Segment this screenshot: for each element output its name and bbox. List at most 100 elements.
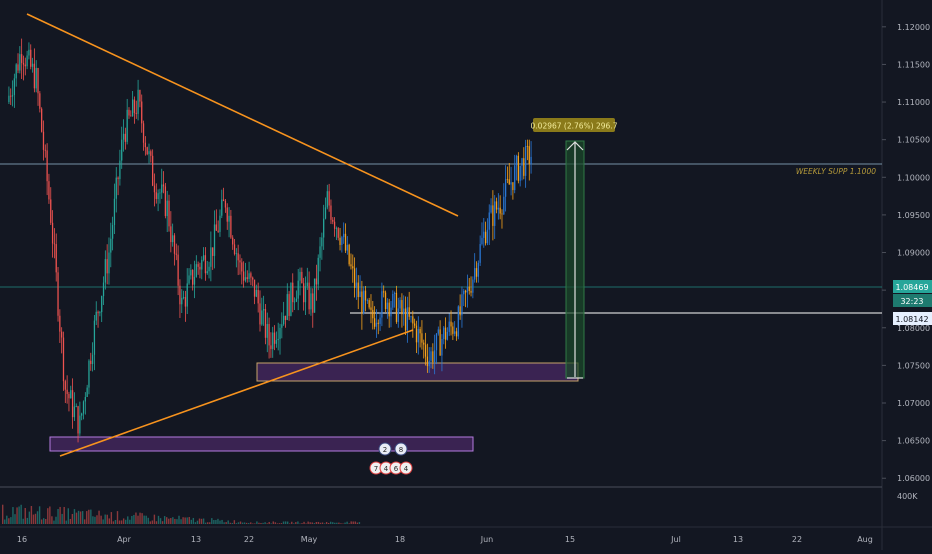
- candle-body: [381, 291, 382, 317]
- volume-bar: [148, 518, 149, 524]
- candle-body: [103, 283, 104, 296]
- candle-body: [369, 300, 370, 307]
- candle-body: [392, 294, 393, 308]
- candle-body: [212, 247, 213, 256]
- candle-body: [338, 228, 339, 238]
- candle-body: [199, 267, 200, 270]
- upper-demand-zone[interactable]: [257, 363, 578, 381]
- candle-body: [307, 283, 308, 286]
- candle-body: [498, 208, 499, 210]
- candle-body: [63, 338, 64, 382]
- candle-body: [54, 243, 55, 244]
- candle-body: [87, 388, 88, 397]
- candle-body: [232, 238, 233, 245]
- candle-body: [197, 264, 198, 267]
- lower-demand-zone[interactable]: [50, 437, 473, 451]
- time-tick-3: 22: [244, 535, 254, 544]
- volume-bar: [18, 506, 19, 524]
- candle-body: [227, 208, 228, 222]
- candle-body: [50, 199, 51, 222]
- time-tick-8: Jul: [670, 535, 681, 544]
- candle-body: [399, 300, 400, 308]
- volume-bar: [252, 523, 253, 524]
- candle-body: [114, 199, 115, 225]
- candle-body: [139, 90, 140, 102]
- candle-body: [110, 239, 111, 253]
- volume-bar: [4, 519, 5, 524]
- candle-body: [489, 212, 490, 229]
- candle-body: [487, 230, 488, 244]
- candle-body: [30, 50, 31, 67]
- volume-bar: [334, 523, 335, 524]
- candle-body: [259, 303, 260, 324]
- candle-body: [292, 283, 293, 302]
- volume-bar: [260, 523, 261, 524]
- time-tick-2: 13: [191, 535, 201, 544]
- volume-bar: [158, 516, 159, 524]
- volume-bar: [55, 517, 56, 524]
- candle-body: [372, 310, 373, 318]
- candle-body: [179, 286, 180, 305]
- volume-bar: [187, 517, 188, 524]
- candle-body: [332, 220, 333, 222]
- volume-bar: [160, 518, 161, 524]
- candle-body: [83, 401, 84, 413]
- candle-body: [379, 318, 380, 324]
- volume-bar: [12, 507, 13, 524]
- candle-body: [425, 345, 426, 357]
- volume-bar: [86, 511, 87, 524]
- candle-body: [385, 293, 386, 309]
- candle-body: [77, 406, 78, 433]
- candle-body: [218, 231, 219, 232]
- volume-bar: [209, 522, 210, 524]
- volume-bar: [166, 517, 167, 524]
- candle-body: [410, 316, 411, 317]
- candle-body: [23, 63, 24, 65]
- candle-body: [403, 309, 404, 315]
- volume-bar: [285, 521, 286, 524]
- candle-body: [145, 143, 146, 147]
- candle-body: [181, 298, 182, 304]
- candle-body: [527, 146, 528, 147]
- candle-body: [509, 179, 510, 184]
- volume-bar: [66, 521, 67, 524]
- candle-body: [72, 390, 73, 417]
- candle-body: [230, 216, 231, 238]
- candle-body: [101, 296, 102, 312]
- volume-bar: [182, 517, 183, 524]
- volume-bar: [195, 522, 196, 524]
- volume-bar: [14, 514, 15, 524]
- price-tick-4: 1.10000: [897, 173, 930, 182]
- volume-bar: [193, 518, 194, 524]
- price-tick-12: 1.06000: [897, 474, 930, 483]
- candle-body: [261, 310, 262, 324]
- volume-bar: [41, 519, 42, 524]
- volume-bar: [330, 522, 331, 524]
- volume-bar: [346, 522, 347, 524]
- candle-body: [236, 253, 237, 254]
- volume-bar: [293, 523, 294, 524]
- candle-body: [96, 312, 97, 321]
- volume-bar: [351, 521, 352, 524]
- volume-bar: [129, 520, 130, 524]
- volume-bar: [273, 521, 274, 524]
- candle-body: [478, 263, 479, 277]
- volume-bar: [271, 523, 272, 524]
- candle-body: [461, 294, 462, 315]
- volume-bar: [215, 520, 216, 524]
- candle-body: [276, 340, 277, 344]
- candle-body: [472, 280, 473, 293]
- volume-bar: [135, 513, 136, 524]
- candle-body: [28, 50, 29, 56]
- candle-body: [176, 254, 177, 255]
- time-tick-1: Apr: [117, 535, 132, 544]
- candle-body: [46, 150, 47, 181]
- candle-body: [459, 306, 460, 315]
- volume-bar: [289, 523, 290, 524]
- volume-bar: [146, 516, 147, 524]
- candle-body: [412, 316, 413, 323]
- volume-bar: [305, 523, 306, 524]
- candle-body: [256, 290, 257, 297]
